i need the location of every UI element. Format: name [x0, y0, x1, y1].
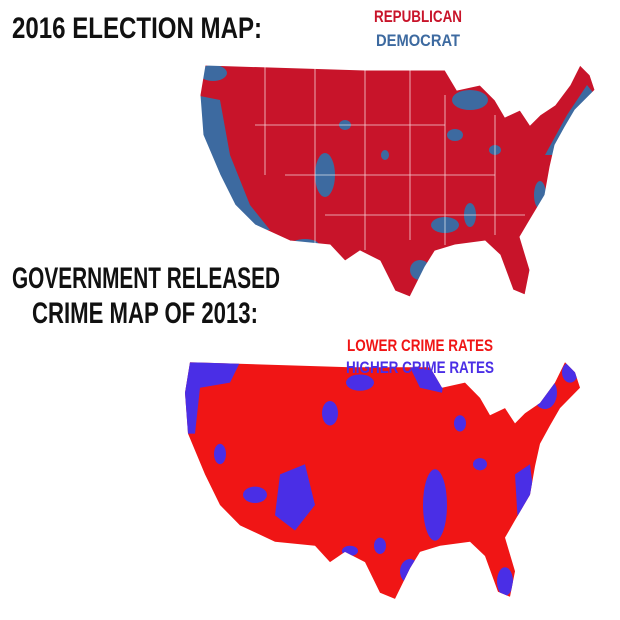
legend-label: REPUBLICAN [374, 7, 462, 26]
legend-label: LOWER CRIME RATES [347, 336, 493, 355]
legend-label: HIGHER CRIME RATES [346, 358, 494, 377]
legend-label: DEMOCRAT [376, 31, 461, 50]
map-title: CRIME MAP OF 2013: [32, 297, 258, 330]
map-title: GOVERNMENT RELEASED [12, 262, 280, 295]
crime-map [185, 362, 580, 599]
map-title: 2016 ELECTION MAP: [12, 12, 262, 45]
